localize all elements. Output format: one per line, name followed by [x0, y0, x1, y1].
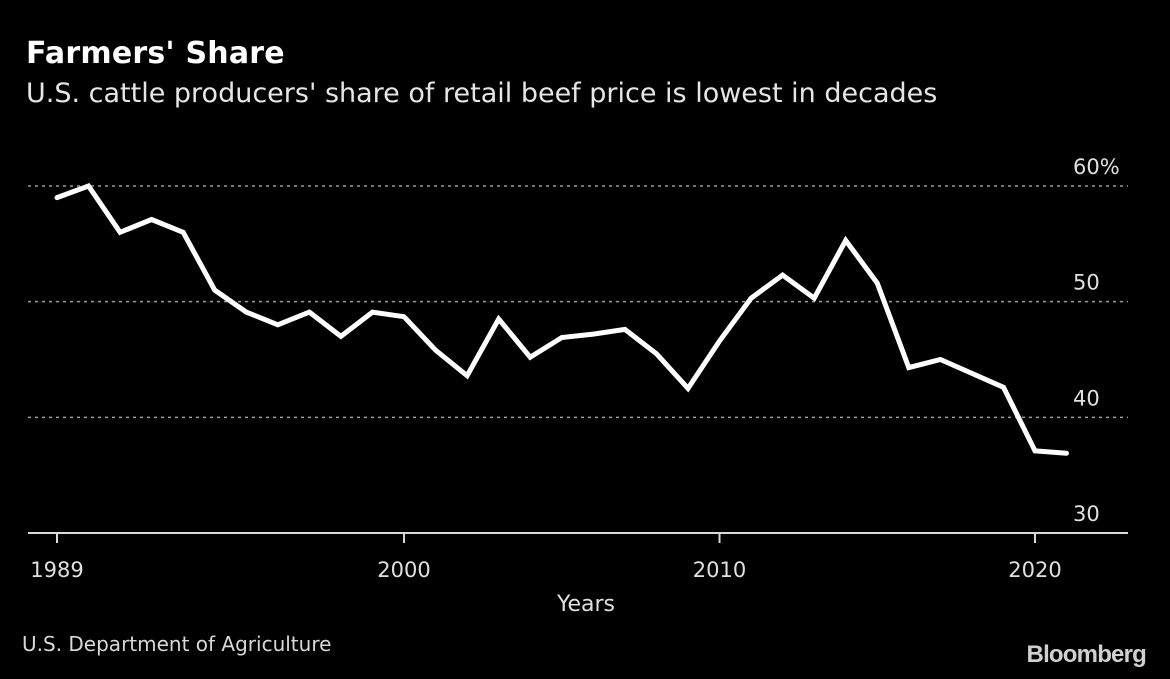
x-tick-label: 2020: [1008, 558, 1061, 582]
y-tick-label: 60%: [1073, 155, 1120, 179]
x-axis-ticks: 1989 2000 2010 2020: [30, 533, 1062, 582]
series-line: [54, 182, 1069, 456]
y-axis-ticks: 60% 50 40 30: [1073, 155, 1120, 526]
series-group: [54, 182, 1069, 456]
y-tick-label: 40: [1073, 386, 1100, 410]
chart-subtitle: U.S. cattle producers' share of retail b…: [26, 78, 938, 109]
chart-title: Farmers' Share: [26, 36, 285, 71]
x-axis-title: Years: [556, 592, 615, 617]
source-note: U.S. Department of Agriculture: [22, 632, 332, 656]
bloomberg-logo: Bloomberg: [1026, 641, 1147, 668]
x-tick-label: 1989: [30, 558, 83, 582]
y-tick-label: 30: [1073, 502, 1100, 526]
y-tick-label: 50: [1073, 271, 1100, 295]
gridlines: [28, 185, 1128, 419]
x-tick-label: 2000: [377, 558, 430, 582]
x-tick-label: 2010: [693, 558, 746, 582]
